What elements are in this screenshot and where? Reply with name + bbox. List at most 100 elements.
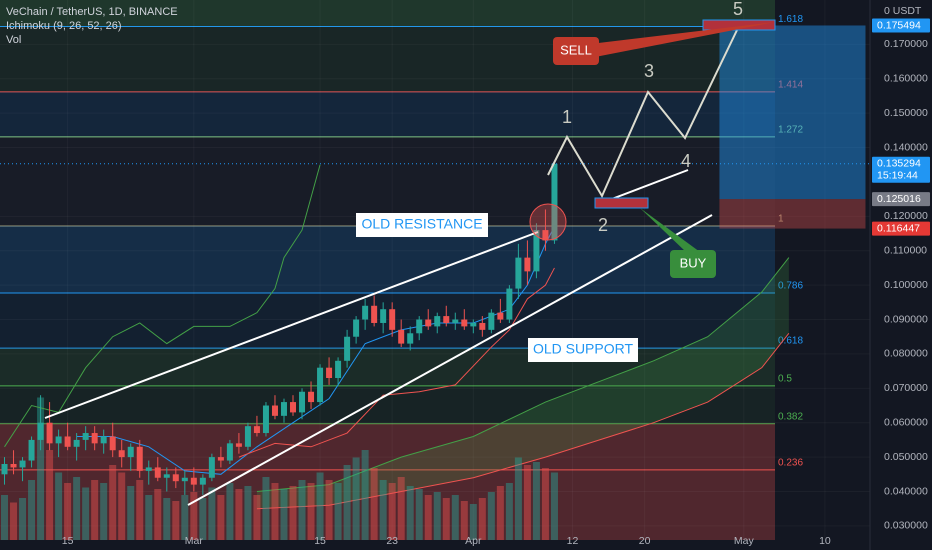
currency-label: 0 USDT	[884, 5, 922, 17]
candle-body	[262, 405, 269, 434]
y-tick-label: 0.090000	[884, 313, 928, 325]
price-tag-label: 0.175494	[877, 19, 921, 31]
candle-body	[19, 460, 26, 468]
candle-body	[118, 450, 125, 458]
volume-bar	[127, 486, 135, 540]
volume-bar	[496, 486, 504, 540]
fib-band	[0, 293, 775, 349]
volume-bar	[28, 480, 36, 540]
candle-body	[335, 360, 342, 378]
volume-bar	[361, 450, 369, 540]
y-tick-label: 0.060000	[884, 416, 928, 428]
x-tick-label: 23	[386, 535, 398, 547]
cloud-span	[256, 332, 790, 510]
support-line	[187, 214, 713, 506]
volume-bar	[514, 457, 522, 540]
fib-band	[0, 469, 775, 540]
candle-body	[497, 312, 504, 320]
candle-body	[380, 309, 387, 323]
candle-body	[172, 474, 179, 482]
candle-body	[127, 446, 134, 458]
buy-label: BUY	[680, 255, 707, 270]
volume-bar	[37, 397, 45, 540]
volume-bar	[388, 483, 396, 540]
volume-bar	[307, 483, 315, 540]
y-tick-label: 0.110000	[884, 245, 927, 257]
candle-body	[344, 336, 351, 361]
price-tag-label: 0.116447	[877, 222, 920, 234]
x-tick-label: 15	[62, 535, 74, 547]
fib-band	[0, 0, 775, 27]
volume-bar	[208, 487, 216, 540]
candle-body	[479, 322, 486, 330]
candle-body	[46, 422, 53, 444]
candle-body	[253, 426, 260, 434]
volume-bar	[280, 489, 288, 540]
candle-body	[10, 463, 17, 468]
candle-body	[280, 402, 287, 416]
fib-label: 1.618	[778, 14, 803, 25]
price-tag	[872, 18, 930, 33]
volume-bar	[10, 502, 18, 540]
candle-body	[389, 309, 396, 330]
candle-body	[353, 319, 360, 337]
candle-body	[145, 467, 152, 471]
candle-body	[271, 405, 278, 416]
volume-bar	[145, 495, 153, 540]
volume-bar	[73, 477, 81, 540]
candle-body	[190, 477, 197, 485]
volume-bar	[109, 465, 117, 540]
fib-label: 0.5	[778, 374, 792, 385]
candle-body	[299, 391, 306, 413]
volume-bar	[262, 477, 270, 540]
candle-body	[398, 329, 405, 344]
price-tag-label: 0.135294	[877, 158, 921, 170]
volume-bar	[406, 486, 414, 540]
volume-bar	[46, 450, 54, 540]
support-box	[528, 338, 638, 362]
candle-body	[443, 316, 450, 323]
y-tick-label: 0.100000	[884, 279, 928, 291]
candle-body	[154, 467, 161, 478]
candle-body	[1, 463, 8, 475]
resistance-line	[44, 231, 539, 419]
y-tick-label: 0.120000	[884, 210, 928, 222]
candle-body	[434, 316, 441, 327]
volume-bar	[55, 472, 63, 540]
wave-path	[547, 27, 739, 199]
fib-band	[0, 136, 775, 226]
volume-bar	[154, 489, 162, 540]
target-zone	[719, 25, 866, 200]
candle-body	[416, 319, 423, 334]
volume-bar	[235, 489, 243, 540]
fib-band	[0, 225, 775, 294]
y-tick-label: 0.050000	[884, 451, 928, 463]
y-tick-label: 0.160000	[884, 73, 928, 85]
volume-bar	[190, 492, 198, 540]
volume-bar	[523, 465, 531, 540]
x-tick-label: Apr	[465, 535, 482, 547]
resistance-box	[356, 213, 488, 237]
volume-bar	[19, 498, 27, 540]
candle-body	[37, 422, 44, 440]
candle-body	[425, 319, 432, 327]
fib-label: 1	[778, 214, 784, 225]
highlight-circle	[529, 203, 567, 241]
volume-bar	[100, 483, 108, 540]
volume-bar	[478, 498, 486, 540]
volume-bar	[487, 492, 495, 540]
candle-body	[407, 333, 414, 344]
volume-bar	[469, 504, 477, 540]
buy-pointer	[640, 208, 700, 252]
x-tick-label: May	[734, 535, 755, 547]
fib-label: 0.786	[778, 281, 803, 292]
price-tag	[872, 221, 930, 236]
candle-body	[452, 319, 459, 323]
volume-bar	[352, 457, 360, 540]
cloud-fill	[256, 257, 789, 509]
volume-bar	[172, 501, 180, 540]
wave-label: 2	[598, 215, 608, 235]
candle-body	[55, 436, 62, 444]
volume-bar	[82, 487, 90, 540]
countdown-label: 15:19:44	[877, 170, 918, 182]
